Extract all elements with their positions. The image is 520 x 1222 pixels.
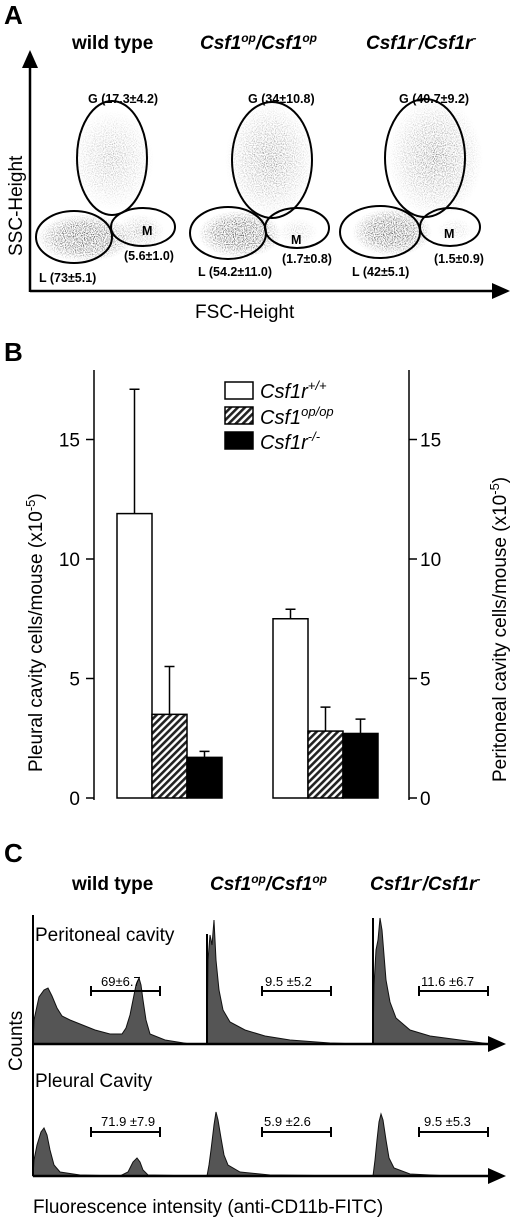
tick-label-left: 5 xyxy=(69,670,80,691)
gate-m-csf1op xyxy=(264,207,330,249)
legend-label-csf1op: Csf1op/op xyxy=(260,404,334,429)
legend-label-wildtype: Csf1r+/+ xyxy=(260,378,327,403)
bracket-row2-csf1op xyxy=(261,1127,332,1137)
panel-c-ylabel: Counts xyxy=(6,1011,27,1071)
panel-b-letter: B xyxy=(4,337,23,367)
tick-label-right: 10 xyxy=(420,550,441,571)
bracket-value-row2-csf1r: 9.5 ±5.3 xyxy=(424,1114,471,1129)
gate-g-label-wildtype: G (17.3±4.2) xyxy=(88,92,158,106)
gate-l-label-wildtype: L (73±5.1) xyxy=(39,271,96,285)
gate-g-label-csf1op: G (34±10.8) xyxy=(248,92,315,106)
error-bar-pleural-csf1op xyxy=(164,665,175,715)
gate-m-value-wildtype: (5.6±1.0) xyxy=(124,249,174,263)
panel-b-bars xyxy=(116,388,379,799)
error-bar-pleural-wildtype xyxy=(129,388,140,514)
gate-m-value-csf1r: (1.5±0.9) xyxy=(434,252,484,266)
panel-a-gates xyxy=(35,98,481,264)
error-bar-peritoneal-wildtype xyxy=(285,608,296,619)
bracket-value-row1-csf1r: 11.6 ±6.7 xyxy=(421,974,474,989)
bar-peritoneal-csf1r xyxy=(342,732,379,799)
panel-a: A wild type Csf1op/Csf1op Csf1r-/Csf1r- … xyxy=(4,0,510,323)
panel-b-ylabel-left: Pleural cavity cells/mouse (x10-5) xyxy=(23,493,47,772)
panel-c: C wild type Csf1op/Csf1op Csf1r-/Csf1r- … xyxy=(4,838,506,1218)
panel-a-scatter-clouds xyxy=(37,98,483,262)
bracket-row2-csf1r xyxy=(418,1127,489,1137)
panel-a-ylabel: SSC-Height xyxy=(6,155,27,256)
panel-b-legend: Csf1r+/+ Csf1op/op Csf1r-/- xyxy=(224,378,334,454)
gate-m-csf1r xyxy=(419,207,481,247)
legend-swatch-csf1r xyxy=(224,431,254,450)
bracket-row1-csf1op xyxy=(261,986,332,996)
bar-pleural-wildtype xyxy=(116,512,153,799)
panel-c-gate-brackets xyxy=(90,986,489,1137)
panel-a-xlabel: FSC-Height xyxy=(195,302,295,323)
gate-g-label-csf1r: G (40.7±9.2) xyxy=(399,92,469,106)
gate-m-value-csf1op: (1.7±0.8) xyxy=(282,252,332,266)
gate-m-label-wildtype: M xyxy=(142,224,152,238)
bar-peritoneal-wildtype xyxy=(272,618,309,799)
gate-l-label-csf1r: L (42±5.1) xyxy=(352,265,409,279)
histogram-row1-csf1op xyxy=(206,919,361,1045)
panel-a-letter: A xyxy=(4,0,23,30)
bracket-row2-wildtype xyxy=(90,1127,161,1137)
panel-c-axes-row2 xyxy=(32,915,506,1184)
panel-a-header-csf1r: Csf1r-/Csf1r- xyxy=(366,31,476,54)
legend-swatch-csf1op xyxy=(224,406,254,425)
panel-c-xlabel: Fluorescence intensity (anti-CD11b-FITC) xyxy=(33,1197,383,1218)
tick-label-left: 0 xyxy=(69,789,80,810)
histogram-row2-wildtype xyxy=(32,1127,201,1177)
bar-pleural-csf1r xyxy=(186,756,223,799)
bracket-value-row2-wildtype: 71.9 ±7.9 xyxy=(101,1114,155,1129)
tick-label-left: 10 xyxy=(59,550,80,571)
error-bar-peritoneal-csf1op xyxy=(320,706,331,732)
panel-c-header-csf1op: Csf1op/Csf1op xyxy=(210,872,327,895)
bracket-value-row1-wildtype: 69±6.7 xyxy=(101,974,141,989)
panel-c-axes-row1 xyxy=(33,918,506,1052)
histogram-row1-wildtype xyxy=(32,976,191,1045)
panel-b-ticks-right: 0 5 10 15 xyxy=(409,431,441,810)
bar-peritoneal-csf1op xyxy=(307,730,344,799)
bracket-value-row2-csf1op: 5.9 ±2.6 xyxy=(264,1114,311,1129)
legend-swatch-wildtype xyxy=(224,381,254,400)
panel-c-histograms-row1 xyxy=(32,917,491,1045)
panel-c-header-csf1r: Csf1r-/Csf1r- xyxy=(370,872,480,895)
bar-pleural-csf1op xyxy=(151,713,188,799)
gate-m-label-csf1r: M xyxy=(444,227,454,241)
panel-c-header-wildtype: wild type xyxy=(71,874,153,895)
panel-c-row1-label: Peritoneal cavity xyxy=(35,925,175,946)
panel-c-row2-label: Pleural Cavity xyxy=(35,1071,153,1092)
panel-c-letter: C xyxy=(4,838,23,868)
tick-label-right: 5 xyxy=(420,670,431,691)
tick-label-left: 15 xyxy=(59,431,80,452)
bracket-value-row1-csf1op: 9.5 ±5.2 xyxy=(265,974,312,989)
panel-b-axes xyxy=(93,370,410,800)
tick-label-right: 0 xyxy=(420,789,431,810)
error-bar-pleural-csf1r xyxy=(199,750,210,758)
tick-label-right: 15 xyxy=(420,431,441,452)
panel-b-ticks-left: 0 5 10 15 xyxy=(59,431,94,810)
error-bar-peritoneal-csf1r xyxy=(355,718,366,734)
gate-m-label-csf1op: M xyxy=(291,233,301,247)
gate-m-wildtype xyxy=(110,207,176,247)
panel-a-axes xyxy=(22,50,510,299)
gate-g-wildtype xyxy=(76,100,148,216)
gate-g-csf1op xyxy=(231,101,313,219)
legend-label-csf1r: Csf1r-/- xyxy=(260,429,321,454)
histogram-row1-csf1r xyxy=(372,917,491,1045)
panel-a-header-csf1op: Csf1op/Csf1op xyxy=(200,31,317,54)
bracket-row1-csf1r xyxy=(418,986,489,996)
panel-a-header-wildtype: wild type xyxy=(71,33,153,54)
gate-l-wildtype xyxy=(35,210,113,264)
panel-b: B 0 5 10 15 0 5 10 15 Pleural cavity cells/mou… xyxy=(4,337,511,810)
bracket-row1-wildtype xyxy=(90,986,161,996)
gate-l-label-csf1op: L (54.2±11.0) xyxy=(198,265,272,279)
panel-b-ylabel-right: Peritoneal cavity cells/mouse (x10-5) xyxy=(487,477,511,782)
